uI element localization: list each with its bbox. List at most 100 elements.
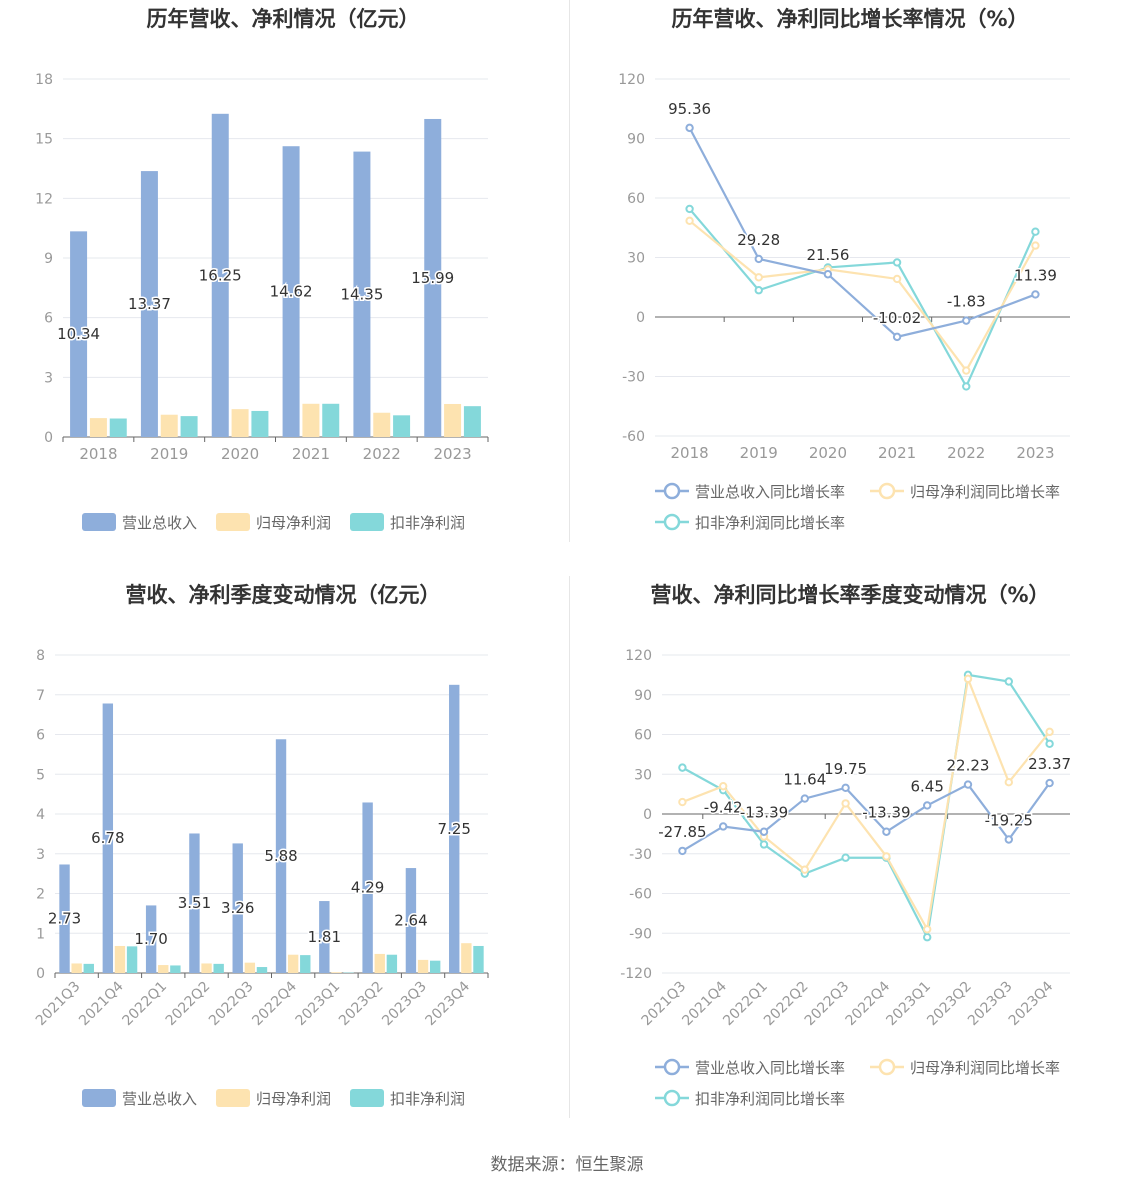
data-label: 10.34 [57, 325, 100, 343]
bar [83, 963, 94, 973]
bar [201, 963, 212, 973]
y-tick-label: 30 [627, 251, 645, 267]
bar [429, 960, 441, 973]
data-source: 数据来源：恒生聚源 [490, 1155, 644, 1175]
divider-bottom [569, 576, 570, 1118]
y-tick-label: 120 [625, 648, 652, 664]
data-point [892, 274, 902, 284]
x-tick-label: 2022 [947, 444, 985, 462]
x-tick-label: 2021 [878, 444, 916, 462]
data-point [678, 846, 687, 856]
data-point [800, 865, 809, 874]
data-label: 14.62 [270, 283, 313, 301]
y-tick-label: 1 [36, 926, 45, 942]
bar [70, 231, 88, 437]
x-tick-label: 2023Q1 [883, 979, 934, 1030]
bar [461, 943, 472, 973]
bar [170, 965, 181, 973]
x-tick-label: 2020 [809, 444, 847, 462]
x-tick-label: 2023Q2 [336, 979, 387, 1030]
chart-title: 营收、净利季度变动情况（亿元） [126, 583, 441, 607]
bar [300, 955, 311, 973]
x-tick-label: 2021 [292, 445, 330, 463]
y-tick-label: 60 [627, 191, 645, 207]
data-label: 3.51 [178, 894, 211, 912]
bar [89, 418, 107, 437]
y-tick-label: 5 [36, 767, 45, 783]
data-label: 14.35 [340, 285, 383, 303]
bar [189, 833, 200, 973]
data-point [754, 286, 763, 295]
legend-marker [663, 1058, 681, 1076]
x-tick-label: 2022Q3 [206, 979, 257, 1030]
y-tick-label: -120 [620, 966, 652, 982]
bar [160, 414, 178, 437]
bar [449, 684, 460, 973]
x-tick-label: 2021Q4 [76, 978, 127, 1029]
data-point [719, 822, 728, 831]
y-tick-label: 7 [36, 688, 45, 704]
data-label: 21.56 [806, 246, 849, 264]
x-tick-label: 2020 [221, 445, 259, 463]
x-tick-label: 2022Q1 [119, 979, 170, 1030]
bar [362, 802, 373, 973]
annual-revenue-profit-chart: 历年营收、净利情况（亿元） 0 3 6 9 12 15 18 2018 2019 2020 2021 2… [0, 0, 567, 574]
x-tick-label: 2018 [670, 444, 708, 462]
quarterly-revenue-profit-chart: 营收、净利季度变动情况（亿元） 0 1 2 3 4 5 6 7 8 2021Q3 2021Q4 2022… [0, 574, 567, 1148]
x-tick-label: 2021Q4 [679, 978, 730, 1029]
bar [287, 954, 299, 973]
data-label: 3.26 [221, 899, 254, 917]
data-point [1045, 778, 1054, 788]
bar [145, 905, 157, 973]
bar [405, 868, 417, 973]
series-line [688, 219, 1037, 373]
data-point [754, 273, 763, 282]
x-tick-label: 2023Q3 [965, 979, 1016, 1030]
data-point [754, 254, 763, 264]
y-tick-label: -60 [629, 887, 652, 903]
x-tick-label: 2023Q3 [379, 979, 430, 1030]
legend-label: 营业总收入同比增长率 [695, 1059, 845, 1077]
legend-label: 扣非净利润同比增长率 [695, 514, 845, 532]
bar [71, 963, 82, 973]
data-point [923, 801, 932, 810]
data-label: 6.78 [91, 829, 124, 847]
legend-label: 扣非净利润 [390, 1090, 465, 1108]
bar [331, 972, 342, 973]
data-point [1031, 290, 1040, 299]
bar [126, 946, 138, 973]
data-label: 16.25 [199, 266, 242, 284]
bar [386, 954, 398, 973]
y-tick-label: 90 [627, 132, 645, 148]
data-point [1004, 835, 1013, 844]
data-point [882, 827, 891, 836]
data-label: 29.28 [737, 231, 780, 249]
bar [417, 959, 429, 973]
legend-marker [878, 482, 896, 500]
data-point [759, 840, 769, 849]
bar [473, 945, 484, 973]
y-tick-label: 120 [618, 72, 645, 88]
data-point [719, 781, 728, 791]
legend-label: 归母净利润同比增长率 [910, 1059, 1060, 1077]
x-tick-label: 2022Q3 [802, 979, 853, 1030]
legend-label: 营业总收入同比增长率 [695, 483, 845, 501]
legend-label: 归母净利润同比增长率 [910, 483, 1060, 501]
y-tick-label: 12 [35, 191, 53, 207]
x-tick-label: 2022Q2 [163, 979, 214, 1030]
y-tick-label: 18 [35, 72, 53, 88]
data-label: 22.23 [947, 757, 990, 775]
chart-title: 营收、净利同比增长率季度变动情况（%） [650, 583, 1049, 607]
data-label: -10.02 [873, 309, 921, 327]
series-line [688, 208, 1037, 389]
chart-svg: 营收、净利同比增长率季度变动情况（%） -120 -90 -60 -30 0 30 60 90 1… [620, 583, 1072, 1108]
bar [158, 965, 169, 973]
x-tick-label: 2022Q4 [843, 978, 894, 1029]
data-label: 4.29 [351, 879, 384, 897]
legend-label: 营业总收入 [122, 514, 197, 532]
bar [231, 409, 249, 437]
legend-label: 归母净利润 [256, 1090, 331, 1108]
series-line [682, 674, 1051, 933]
x-tick-label: 2021Q3 [33, 979, 84, 1030]
x-tick-label: 2018 [79, 445, 117, 463]
